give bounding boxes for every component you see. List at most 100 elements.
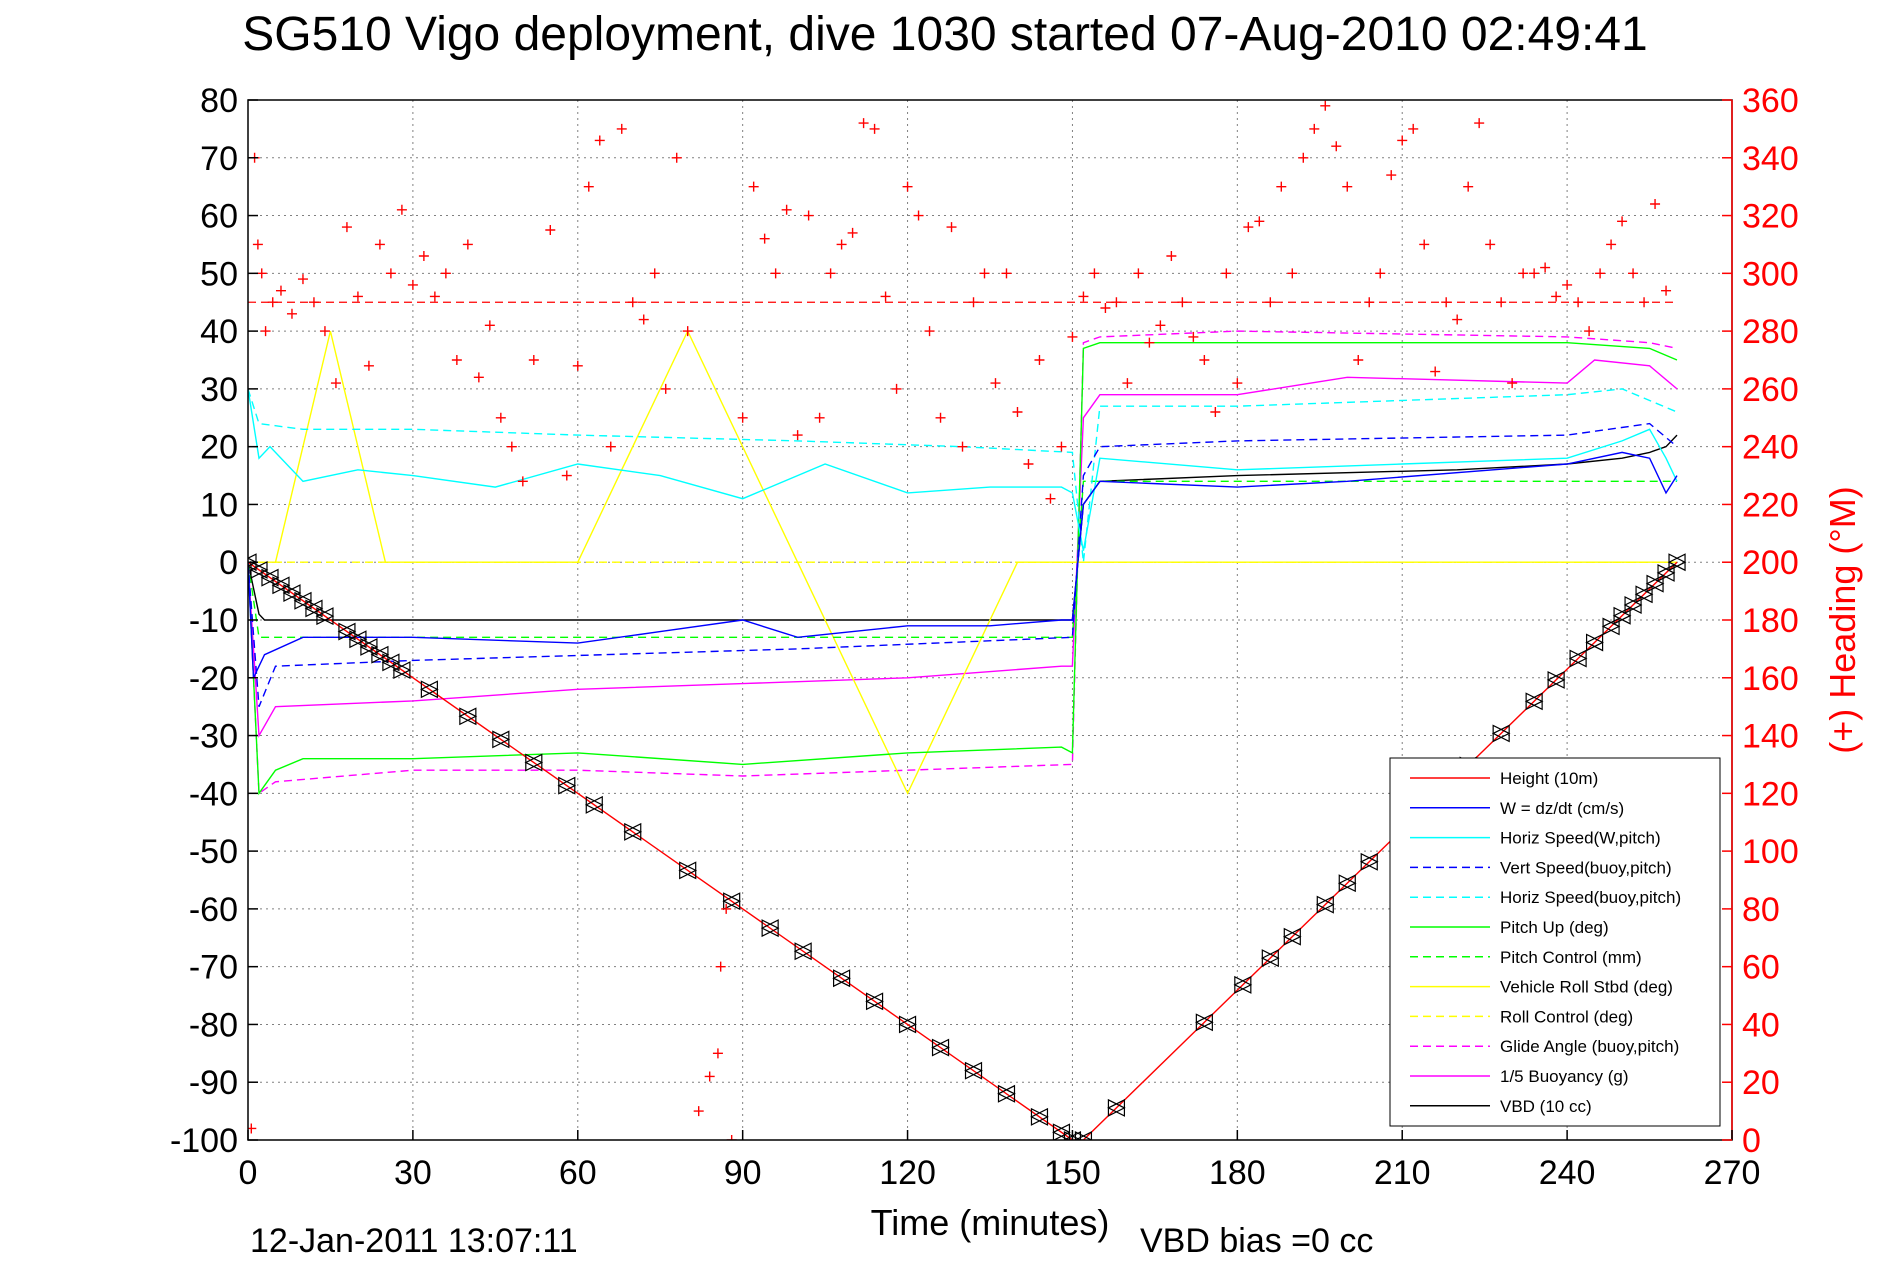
heading-point bbox=[1155, 320, 1166, 331]
height-marker bbox=[1645, 574, 1664, 593]
y2-tick-label: 320 bbox=[1742, 198, 1799, 236]
y2-tick-label: 280 bbox=[1742, 313, 1799, 351]
y-axis-left-ticks: 80 70 60 50 40 30 20 10 0 -10 -20 -30 -40 -50 -60 -70 -8… bbox=[170, 82, 258, 1160]
legend-label: W = dz/dt (cm/s) bbox=[1500, 799, 1624, 818]
heading-point bbox=[1287, 268, 1298, 279]
heading-point bbox=[451, 355, 462, 365]
height-marker bbox=[1524, 692, 1543, 711]
y-tick-label: 70 bbox=[200, 140, 238, 178]
height-marker bbox=[1052, 1123, 1071, 1140]
height-marker bbox=[1337, 874, 1356, 893]
x-tick-label: 180 bbox=[1209, 1154, 1266, 1192]
height-marker bbox=[1074, 1131, 1093, 1140]
height-marker bbox=[931, 1038, 950, 1057]
height-marker bbox=[1656, 563, 1675, 582]
y-tick-label: -30 bbox=[189, 718, 238, 756]
heading-point bbox=[880, 291, 891, 302]
legend-label: Height (10m) bbox=[1500, 769, 1598, 788]
heading-point bbox=[825, 268, 836, 279]
series-line-glide-angle-buoy-pitch bbox=[248, 330, 1678, 795]
heading-point bbox=[803, 210, 814, 221]
heading-point bbox=[286, 308, 297, 319]
legend-label: Pitch Control (mm) bbox=[1500, 948, 1642, 967]
heading-point bbox=[1199, 355, 1210, 365]
y-tick-label: 0 bbox=[219, 544, 238, 582]
heading-point bbox=[990, 378, 1001, 389]
heading-point bbox=[770, 268, 781, 279]
vbd-bias-label: VBD bias =0 cc bbox=[1140, 1222, 1373, 1260]
heading-point bbox=[814, 412, 825, 423]
y2-tick-label: 20 bbox=[1742, 1064, 1780, 1102]
heading-point bbox=[495, 412, 506, 423]
series-line-1-5-buoyancy-g bbox=[248, 359, 1678, 738]
height-marker bbox=[1634, 585, 1653, 604]
heading-point bbox=[396, 204, 407, 215]
height-marker bbox=[337, 622, 356, 641]
y-tick-label: -60 bbox=[189, 891, 238, 929]
height-marker bbox=[760, 919, 779, 938]
heading-point bbox=[682, 326, 693, 337]
height-marker bbox=[370, 645, 389, 664]
heading-point bbox=[440, 268, 451, 279]
x-tick-label: 270 bbox=[1704, 1154, 1761, 1192]
series-line-vbd-10-cc bbox=[248, 434, 1678, 621]
height-marker bbox=[557, 776, 576, 795]
heading-point bbox=[1265, 297, 1276, 308]
heading-point bbox=[1001, 268, 1012, 279]
heading-point bbox=[671, 152, 682, 163]
height-marker bbox=[271, 576, 290, 595]
y2-tick-label: 360 bbox=[1742, 82, 1799, 120]
heading-point bbox=[1595, 268, 1606, 279]
series-line-pitch-control-mm bbox=[248, 480, 1677, 638]
height-marker bbox=[293, 591, 312, 610]
heading-point bbox=[1529, 268, 1540, 279]
heading-point bbox=[1034, 355, 1045, 365]
heading-point bbox=[1320, 100, 1331, 111]
heading-point bbox=[902, 181, 913, 192]
heading-point bbox=[517, 476, 528, 487]
heading-point bbox=[957, 441, 968, 452]
y-tick-label: -70 bbox=[189, 949, 238, 987]
height-marker bbox=[997, 1084, 1016, 1103]
heading-point bbox=[1111, 297, 1122, 308]
y2-tick-label: 60 bbox=[1742, 949, 1780, 987]
heading-point bbox=[715, 961, 726, 972]
heading-point bbox=[1188, 331, 1199, 342]
y2-tick-label: 100 bbox=[1742, 833, 1799, 871]
heading-point bbox=[858, 118, 869, 129]
legend-label: Horiz Speed(buoy,pitch) bbox=[1500, 888, 1681, 907]
y-tick-label: -90 bbox=[189, 1064, 238, 1102]
x-tick-label: 60 bbox=[559, 1154, 597, 1192]
height-marker bbox=[249, 560, 268, 579]
heading-point bbox=[836, 239, 847, 250]
series-line-height-10m bbox=[248, 561, 1678, 1140]
height-marker bbox=[381, 653, 400, 672]
heading-point bbox=[594, 135, 605, 146]
heading-point bbox=[693, 1106, 704, 1117]
y-tick-label: -10 bbox=[189, 602, 238, 640]
heading-point bbox=[1012, 407, 1023, 417]
heading-point bbox=[260, 326, 271, 337]
heading-point bbox=[1276, 181, 1287, 192]
heading-point bbox=[385, 268, 396, 279]
legend-label: Vehicle Roll Stbd (deg) bbox=[1500, 978, 1673, 997]
heading-point bbox=[1375, 268, 1386, 279]
heading-point bbox=[1023, 459, 1034, 469]
x-tick-label: 0 bbox=[239, 1154, 258, 1192]
heading-point bbox=[484, 320, 495, 331]
y-tick-label: 60 bbox=[200, 198, 238, 236]
height-marker bbox=[1233, 975, 1252, 994]
heading-markers bbox=[248, 100, 1672, 1140]
heading-point bbox=[660, 383, 671, 394]
heading-point bbox=[308, 297, 319, 308]
heading-point bbox=[267, 297, 278, 308]
y2-tick-label: 0 bbox=[1742, 1122, 1761, 1160]
heading-point bbox=[1078, 291, 1089, 302]
y-tick-label: -20 bbox=[189, 660, 238, 698]
x-tick-label: 240 bbox=[1539, 1154, 1596, 1192]
heading-point bbox=[968, 297, 979, 308]
legend-label: Roll Control (deg) bbox=[1500, 1007, 1633, 1026]
heading-point bbox=[1540, 262, 1551, 273]
heading-point bbox=[572, 360, 583, 371]
